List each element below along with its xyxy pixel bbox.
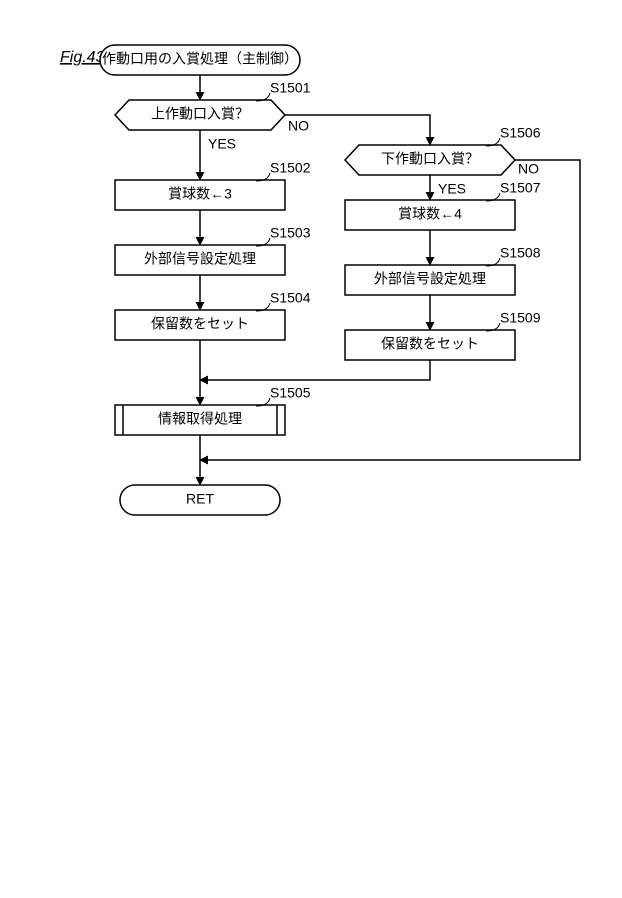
process-1-label: 賞球数←3 [168,186,232,202]
d2-yes: YES [438,181,466,197]
process-5-label: 賞球数←4 [398,206,462,222]
decision-2-label: 下作動口入賞？ [381,151,479,167]
step-s1507: S1507 [500,180,541,196]
d2-no: NO [518,161,539,177]
process-7-label: 保留数をセット [381,336,479,352]
decision-1-label: 上作動口入賞？ [151,106,249,122]
flow-polyline [200,360,430,380]
step-s1504: S1504 [270,290,311,306]
step-s1508: S1508 [500,245,541,261]
d1-no: NO [288,118,309,134]
process-6-label: 外部信号設定処理 [374,271,486,287]
figure-label: Fig.43 [60,49,105,66]
step-s1506: S1506 [500,125,541,141]
ret-node-label: RET [186,491,214,507]
process-3-label: 保留数をセット [151,316,249,332]
step-s1503: S1503 [270,225,311,241]
step-s1501: S1501 [270,80,311,96]
step-s1505: S1505 [270,385,311,401]
start-node-label: 作動口用の入賞処理（主制御） [102,51,298,67]
process-2-label: 外部信号設定処理 [144,251,256,267]
process-4-label: 情報取得処理 [158,411,242,427]
d1-yes: YES [208,136,236,152]
step-s1502: S1502 [270,160,311,176]
step-s1509: S1509 [500,310,541,326]
